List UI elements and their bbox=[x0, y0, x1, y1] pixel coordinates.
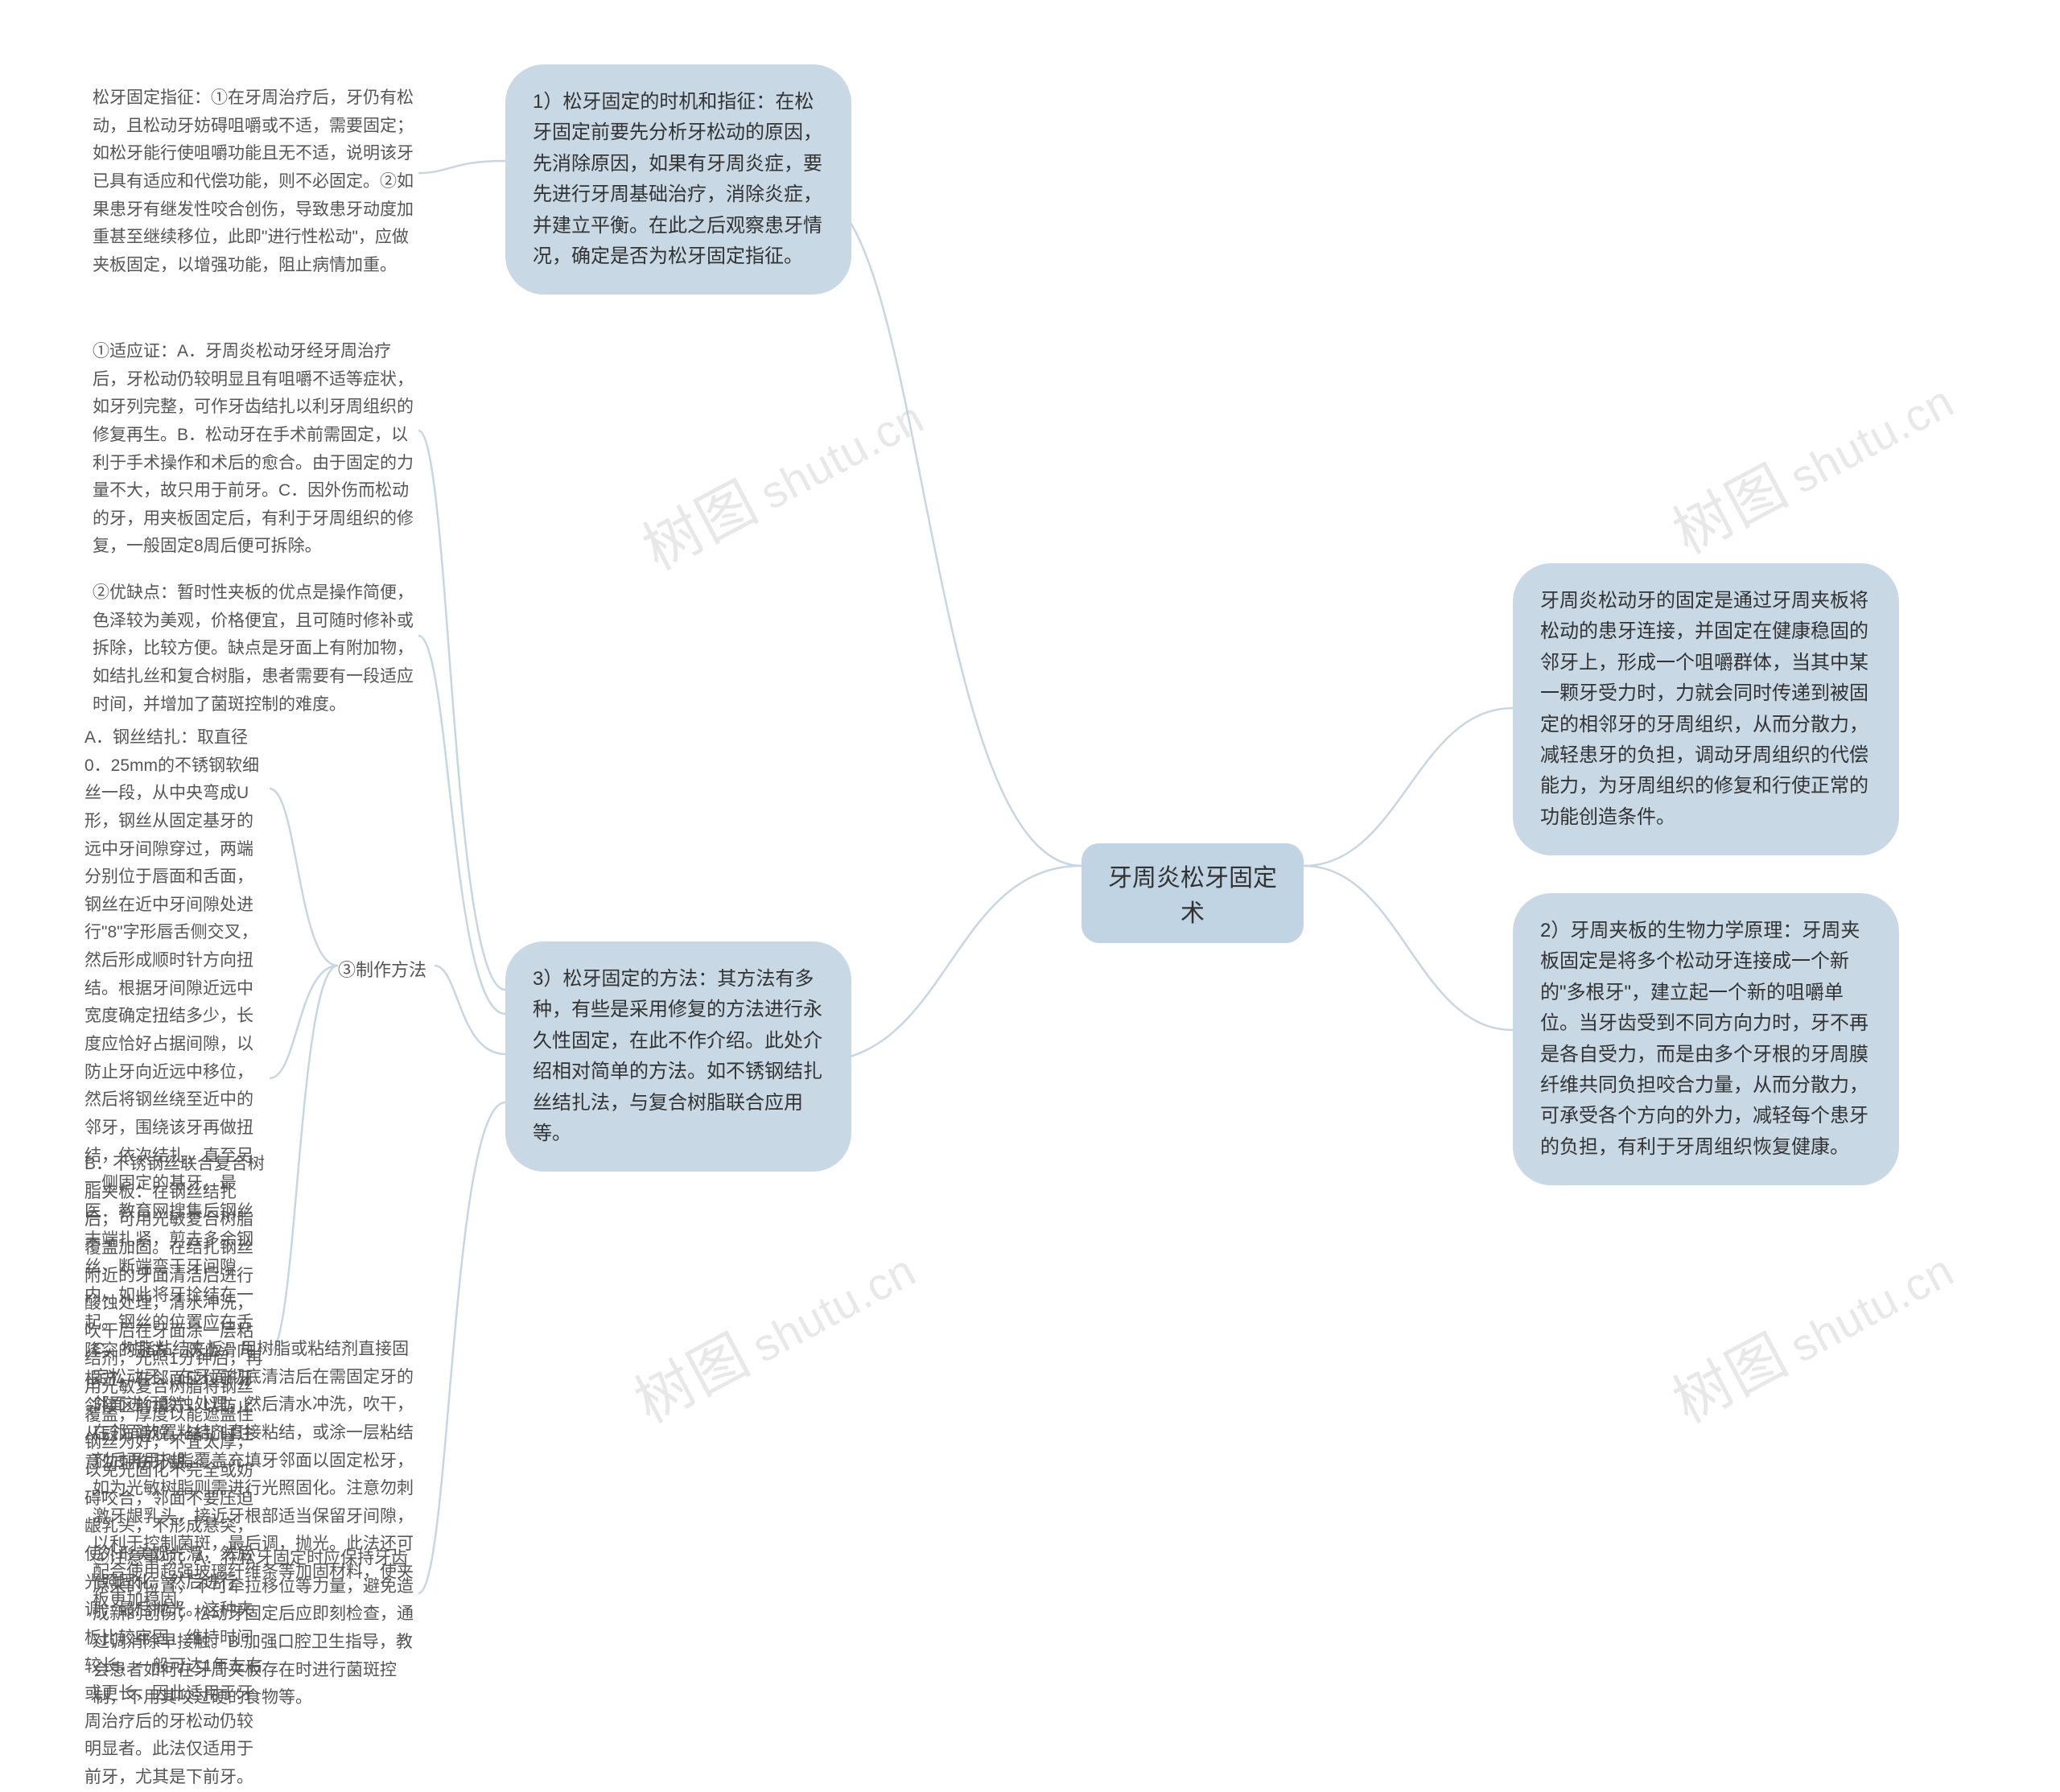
leaf-indication-1: 松牙固定指征：①在牙周治疗后，牙仍有松动，且松动牙妨碍咀嚼或不适，需要固定；如松… bbox=[93, 84, 418, 279]
watermark: 树图shutu.cn bbox=[1656, 352, 1966, 570]
root-node: 牙周炎松牙固定术 bbox=[1082, 843, 1304, 943]
node-right-biomechanics: 2）牙周夹板的生物力学原理：牙周夹板固定是将多个松动牙连接成一个新的"多根牙"，… bbox=[1513, 893, 1899, 1185]
watermark: 树图shutu.cn bbox=[618, 1221, 928, 1439]
watermark: 树图shutu.cn bbox=[626, 368, 936, 586]
watermark: 树图shutu.cn bbox=[1656, 1221, 1966, 1439]
label-method-heading: ③制作方法 bbox=[338, 956, 426, 982]
leaf-notes: ④注意事项：A．在松牙固定时应保持牙齿原来的位置，不可牵拉移位等力量，避免造成新… bbox=[93, 1545, 418, 1712]
leaf-advantages: ②优缺点：暂时性夹板的优点是操作简便，色泽较为美观，价格便宜，且可随时修补或拆除… bbox=[93, 579, 418, 719]
node-right-overview: 牙周炎松动牙的固定是通过牙周夹板将松动的患牙连接，并固定在健康稳固的邻牙上，形成… bbox=[1513, 563, 1899, 855]
node-left-methods: 3）松牙固定的方法：其方法有多种，有些是采用修复的方法进行永久性固定，在此不作介… bbox=[505, 941, 851, 1172]
node-left-timing: 1）松牙固定的时机和指征：在松牙固定前要先分析牙松动的原因，先消除原因，如果有牙… bbox=[505, 64, 851, 295]
leaf-indication-2: ①适应证：A．牙周炎松动牙经牙周治疗后，牙松动仍较明显且有咀嚼不适等症状，如牙列… bbox=[93, 338, 418, 561]
mindmap-canvas: 树图shutu.cn 树图shutu.cn 树图shutu.cn 树图shutu… bbox=[0, 0, 2060, 1732]
